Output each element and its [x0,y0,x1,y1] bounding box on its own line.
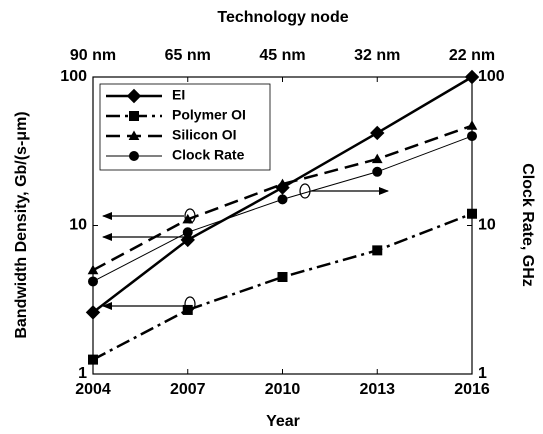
y2-tick-label: 1 [478,365,487,382]
y2-tick-label: 10 [478,217,496,234]
marker-triangle [128,130,140,140]
annotations [102,183,389,312]
marker-circle [467,131,477,142]
marker-square [182,304,193,315]
x-axis-title: Year [266,413,300,430]
top-tick-label: 90 nm [70,47,116,64]
legend-label: EI [172,87,185,103]
marker-triangle [371,153,383,164]
marker-circle [88,276,98,287]
y-tick-label: 10 [69,217,87,234]
marker-square [372,245,383,256]
marker-diamond [85,305,101,320]
marker-square [467,208,477,219]
x-tick-label: 2013 [359,381,395,398]
legend-label: Clock Rate [172,147,245,163]
top-tick-label: 32 nm [354,47,400,64]
y2-tick-label: 100 [478,68,505,85]
top-tick-label: 65 nm [165,47,211,64]
x-tick-label: 2007 [170,381,206,398]
x-tick-label: 2010 [265,381,301,398]
marker-square [129,111,139,121]
marker-square [277,271,288,282]
top-tick-label: 22 nm [449,47,495,64]
marker-triangle [87,264,99,275]
marker-circle [182,227,193,238]
ellipse [299,183,311,199]
marker-square [88,354,98,365]
y-axis-title: Bandwidth Density, Gb/(s-μm) [13,111,30,338]
series-line [92,212,473,361]
marker-circle [129,151,139,161]
marker-triangle [466,120,478,130]
legend-label: Silicon OI [172,127,237,143]
y2-axis-title: Clock Rate, GHz [519,163,536,287]
marker-triangle [182,213,194,224]
x-tick-label: 2004 [75,381,111,398]
legend-label: Polymer OI [172,107,246,123]
marker-diamond [464,69,480,85]
x-tick-label: 2016 [454,381,490,398]
top-axis-title: Technology node [217,9,348,26]
series-line [92,124,473,272]
y-tick-label: 1 [78,365,87,382]
marker-circle [372,166,383,177]
y-tick-label: 100 [60,68,87,85]
top-tick-label: 45 nm [259,47,305,64]
marker-diamond [180,232,195,248]
marker-diamond [126,88,142,104]
marker-diamond [370,125,385,141]
marker-triangle [277,178,288,189]
marker-circle [277,194,288,205]
